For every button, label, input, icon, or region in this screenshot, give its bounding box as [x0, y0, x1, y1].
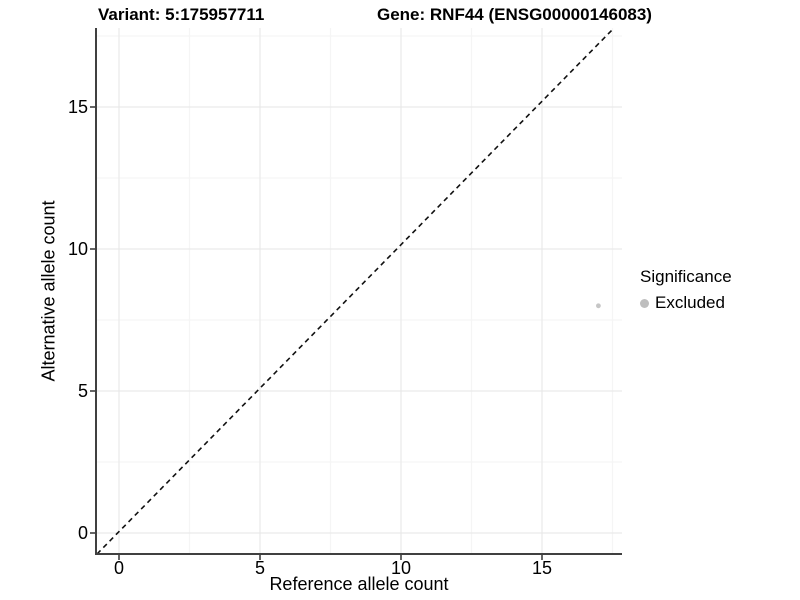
legend-item-excluded: Excluded	[640, 293, 732, 313]
minor-gridlines	[96, 28, 622, 554]
legend-item-label: Excluded	[655, 293, 725, 312]
x-tick-label-10: 10	[390, 558, 412, 578]
plot-title-variant: Variant: 5:175957711	[98, 5, 265, 24]
x-axis-title: Reference allele count	[269, 574, 449, 594]
identity-line	[96, 27, 615, 555]
y-tick-label-15: 15	[67, 97, 88, 117]
plot-title-gene: Gene: RNF44 (ENSG00000146083)	[377, 5, 652, 24]
excluded-point-icon	[640, 298, 649, 308]
major-gridlines	[96, 28, 622, 554]
x-tick-label-0: 0	[113, 558, 124, 578]
y-tick-marks	[90, 106, 95, 534]
y-axis-title: Alternative allele count	[38, 200, 59, 382]
x-tick-label-15: 15	[531, 558, 553, 578]
x-tick-marks	[118, 555, 543, 560]
y-tick-label-10: 10	[67, 239, 88, 259]
data-point	[596, 303, 601, 309]
legend: Significance Excluded	[640, 267, 732, 313]
y-tick-label-0: 0	[77, 523, 88, 543]
y-tick-label-5: 5	[77, 381, 88, 401]
x-tick-label-5: 5	[254, 558, 265, 578]
legend-title: Significance	[640, 267, 732, 286]
